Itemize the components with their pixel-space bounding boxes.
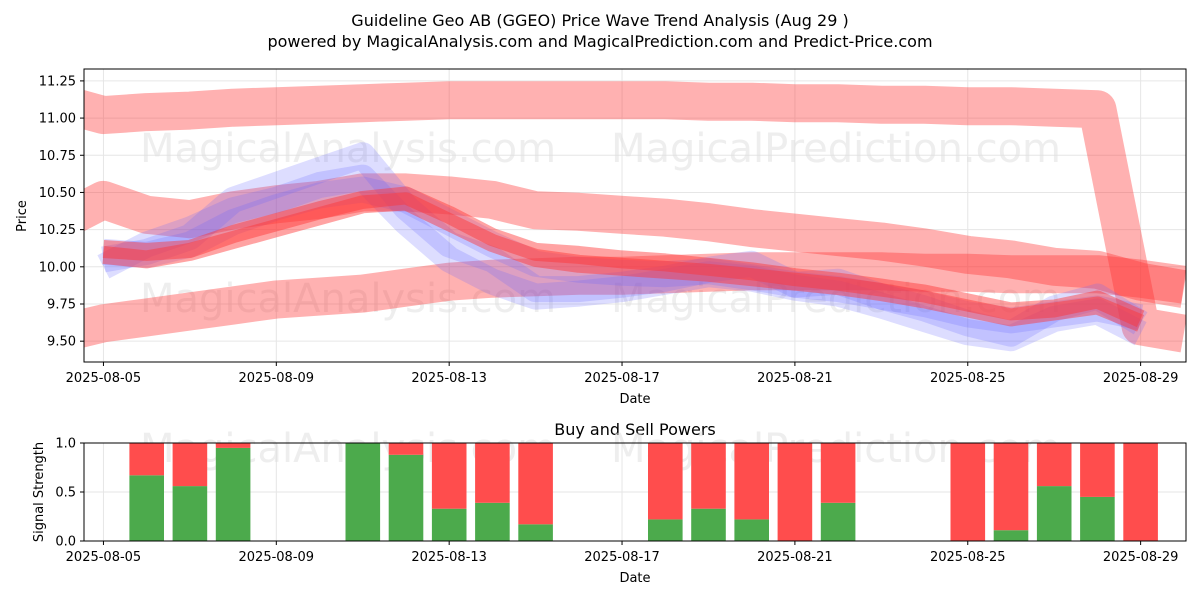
red-trend-band xyxy=(84,252,1186,348)
buy-bar xyxy=(691,508,726,541)
price-plot-frame xyxy=(83,68,1187,363)
price-y-tick-label: 9.75 xyxy=(47,297,76,312)
buy-bar xyxy=(1036,486,1072,541)
price-x-tick-label: 2025-08-17 xyxy=(584,371,660,386)
price-y-tick-label: 10.00 xyxy=(39,260,76,275)
signal-x-tick-label: 2025-08-25 xyxy=(930,550,1006,565)
sell-bar xyxy=(691,443,726,509)
sell-bar xyxy=(950,443,986,541)
price-x-tick-label: 2025-08-05 xyxy=(66,371,142,386)
buy-bar xyxy=(993,530,1029,541)
price-y-tick-label: 11.00 xyxy=(39,112,76,127)
sell-bar xyxy=(1123,443,1158,541)
blue-trend-band xyxy=(102,176,1144,334)
price-grid xyxy=(84,69,1186,362)
blue-trend-band xyxy=(97,164,1147,352)
buy-bar xyxy=(518,524,553,541)
chart-title-line1: Guideline Geo AB (GGEO) Price Wave Trend… xyxy=(351,11,848,30)
price-panel: MagicalAnalysis.com MagicalPrediction.co… xyxy=(15,68,1187,407)
price-y-tick-label: 10.25 xyxy=(39,223,76,238)
sell-bar xyxy=(648,443,683,520)
price-x-tick-label: 2025-08-13 xyxy=(411,371,487,386)
sell-bar xyxy=(993,443,1029,531)
price-x-tick-label: 2025-08-21 xyxy=(757,371,833,386)
red-trend-band xyxy=(84,81,1186,353)
sell-bar xyxy=(1080,443,1115,497)
red-trend-band xyxy=(84,173,1186,308)
buy-bar xyxy=(734,519,769,541)
sell-bar xyxy=(475,443,510,503)
signal-x-tick-label: 2025-08-17 xyxy=(584,550,660,565)
price-x-tick-label: 2025-08-25 xyxy=(930,371,1006,386)
watermark-top-left-2: MagicalAnalysis.com xyxy=(140,276,556,322)
signal-x-tick-label: 2025-08-29 xyxy=(1103,550,1179,565)
price-x-ticks: 2025-08-05 2025-08-09 2025-08-13 2025-08-17… xyxy=(66,362,1179,386)
price-x-tick-label: 2025-08-29 xyxy=(1103,371,1179,386)
sell-bar xyxy=(172,443,208,487)
price-y-tick-label: 9.50 xyxy=(47,335,76,350)
buy-bar xyxy=(172,486,208,541)
price-bands xyxy=(84,81,1186,353)
chart-title-line2: powered by MagicalAnalysis.com and Magic… xyxy=(267,32,932,51)
signal-y-ticks: 0.0 0.5 1.0 xyxy=(55,437,84,550)
signal-y-tick-label: 0.5 xyxy=(55,486,76,501)
buy-bar xyxy=(1080,496,1115,541)
buy-bar xyxy=(820,502,856,541)
signal-y-tick-label: 0.0 xyxy=(55,535,76,550)
sell-bar xyxy=(518,443,553,525)
sell-bar xyxy=(388,443,424,455)
red-trend-band xyxy=(102,192,1145,332)
sell-bar xyxy=(129,443,164,476)
price-y-axis-label: Price xyxy=(15,200,30,232)
signal-bars xyxy=(129,443,1158,541)
signal-x-axis-label: Date xyxy=(619,571,650,586)
price-y-tick-label: 10.50 xyxy=(39,186,76,201)
buy-bar xyxy=(345,443,381,541)
signal-chart-title: Buy and Sell Powers xyxy=(554,420,716,439)
price-y-tick-label: 11.25 xyxy=(39,74,76,89)
buy-bar xyxy=(388,454,424,541)
sell-bar xyxy=(215,443,251,448)
signal-x-ticks: 2025-08-05 2025-08-09 2025-08-13 2025-08-17… xyxy=(66,541,1179,565)
red-trend-band xyxy=(102,186,1145,328)
buy-bar xyxy=(215,447,251,541)
price-y-tick-label: 10.75 xyxy=(39,149,76,164)
blue-trend-band xyxy=(101,142,1148,347)
watermark-top-right-1: MagicalPrediction.com xyxy=(611,126,1061,172)
signal-x-tick-label: 2025-08-09 xyxy=(239,550,315,565)
sell-bar xyxy=(431,443,467,509)
watermark-top-right-2: MagicalPrediction.com xyxy=(611,276,1061,322)
sell-bar xyxy=(777,443,813,541)
signal-x-tick-label: 2025-08-13 xyxy=(411,550,487,565)
buy-bar xyxy=(129,475,164,541)
price-y-ticks: 9.50 9.75 10.00 10.25 10.50 10.75 11.00 11.25 xyxy=(39,74,84,350)
sell-bar xyxy=(820,443,856,503)
signal-panel: Buy and Sell Powers MagicalAnalysis.com … xyxy=(32,420,1187,586)
sell-bar xyxy=(734,443,769,520)
watermark-top-left-1: MagicalAnalysis.com xyxy=(140,126,556,172)
signal-x-tick-label: 2025-08-21 xyxy=(757,550,833,565)
price-x-axis-label: Date xyxy=(619,392,650,407)
signal-y-tick-label: 1.0 xyxy=(55,437,76,452)
price-x-tick-label: 2025-08-09 xyxy=(239,371,315,386)
signal-y-axis-label: Signal Strength xyxy=(32,442,47,542)
signal-x-tick-label: 2025-08-05 xyxy=(66,550,142,565)
buy-bar xyxy=(431,508,467,541)
sell-bar xyxy=(1036,443,1072,487)
buy-bar xyxy=(648,519,683,541)
buy-bar xyxy=(475,502,510,541)
